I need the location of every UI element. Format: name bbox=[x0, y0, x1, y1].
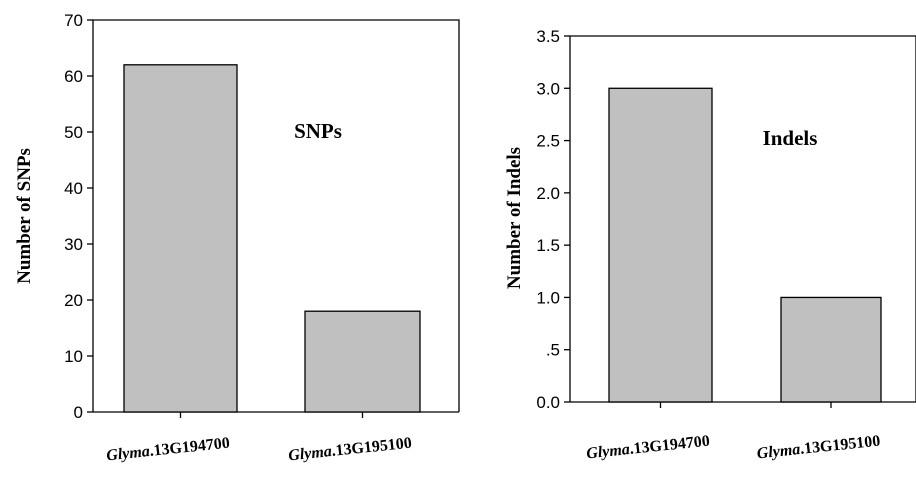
y-axis-title: Number of Indels bbox=[504, 147, 525, 289]
plot-frame bbox=[92, 19, 460, 412]
y-axis-title: Number of SNPs bbox=[14, 148, 35, 284]
y-tick-label: 3.5 bbox=[536, 27, 560, 46]
x-tick-label: Glyma.13G195100 bbox=[756, 433, 881, 463]
y-tick-label: 70 bbox=[64, 11, 83, 30]
bar-1 bbox=[304, 310, 421, 413]
y-tick-label: 1.0 bbox=[536, 288, 560, 307]
y-tick-label: 30 bbox=[64, 235, 83, 254]
x-tick-label: Glyma.13G194700 bbox=[105, 435, 230, 465]
y-tick-label: .5 bbox=[546, 341, 560, 360]
y-tick-label: 50 bbox=[64, 123, 83, 142]
indels-chart: 0.0 .5 1.0 1.5 2.0 2.5 3.0 3.5 Glyma.13G194700 Gl… bbox=[504, 27, 916, 462]
y-tick-label: 2.0 bbox=[536, 184, 560, 203]
y-tick-label: 40 bbox=[64, 179, 83, 198]
x-tick-label: Glyma.13G194700 bbox=[585, 433, 710, 463]
y-tick-label: 0.0 bbox=[536, 393, 560, 412]
y-tick-label: 20 bbox=[64, 291, 83, 310]
plot-frame bbox=[569, 35, 916, 402]
bar-0 bbox=[608, 87, 713, 403]
chart-annotation: Indels bbox=[763, 126, 818, 150]
bar-0 bbox=[123, 64, 238, 413]
y-tick-label: 2.5 bbox=[536, 132, 560, 151]
snps-chart: 0 10 20 30 40 50 60 70 Glyma.13G194700 Glyma.13G1… bbox=[14, 11, 460, 465]
y-tick-label: 60 bbox=[64, 67, 83, 86]
y-tick-label: 3.0 bbox=[536, 79, 560, 98]
x-tick-label: Glyma.13G195100 bbox=[287, 435, 412, 465]
y-tick-label: 10 bbox=[64, 347, 83, 366]
y-tick-label: 0 bbox=[74, 403, 83, 422]
chart-annotation: SNPs bbox=[294, 119, 342, 143]
bar-1 bbox=[780, 296, 882, 403]
y-tick-label: 1.5 bbox=[536, 236, 560, 255]
